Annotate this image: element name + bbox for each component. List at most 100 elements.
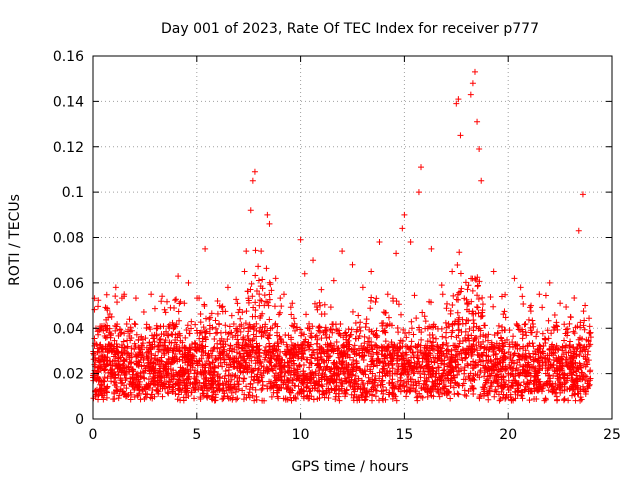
roti-point <box>544 365 551 372</box>
roti-point <box>327 352 334 359</box>
roti-point <box>453 351 460 358</box>
roti-point <box>527 364 534 371</box>
roti-point <box>197 311 204 318</box>
roti-point <box>259 310 266 317</box>
roti-point <box>306 364 313 371</box>
roti-point <box>561 395 568 402</box>
roti-point <box>479 294 486 301</box>
roti-point <box>304 383 311 390</box>
roti-point <box>271 342 278 349</box>
roti-point <box>222 322 229 329</box>
roti-point <box>397 388 404 395</box>
roti-point <box>352 351 359 358</box>
roti-point <box>492 378 499 385</box>
roti-point <box>416 390 423 397</box>
roti-point <box>131 340 138 347</box>
roti-point <box>361 385 368 392</box>
roti-point <box>191 378 198 385</box>
roti-point <box>463 316 470 323</box>
roti-point <box>97 341 104 348</box>
roti-point <box>298 330 305 337</box>
roti-point <box>492 351 499 358</box>
roti-point <box>331 377 338 384</box>
roti-point <box>249 313 256 320</box>
roti-point <box>137 396 144 403</box>
roti-point <box>205 385 212 392</box>
roti-point <box>348 331 355 338</box>
roti-point <box>574 375 581 382</box>
roti-point <box>252 272 259 279</box>
roti-point <box>130 383 137 390</box>
y-tick-label: 0.04 <box>53 321 84 337</box>
roti-point <box>572 324 579 331</box>
roti-point <box>544 378 551 385</box>
roti-point <box>184 366 191 373</box>
roti-point <box>540 343 547 350</box>
roti-point <box>361 352 368 359</box>
roti-point <box>211 388 218 395</box>
y-tick-label: 0.14 <box>53 94 84 110</box>
roti-point <box>505 377 512 384</box>
data-points <box>90 68 594 404</box>
roti-point <box>399 363 406 370</box>
roti-point <box>512 378 519 385</box>
roti-point <box>255 277 262 284</box>
roti-point <box>255 347 262 354</box>
roti-point <box>357 327 364 334</box>
roti-point <box>133 331 140 338</box>
roti-point <box>172 297 179 304</box>
roti-point <box>418 164 425 171</box>
roti-point <box>452 318 459 325</box>
roti-point <box>318 376 325 383</box>
roti-point <box>386 320 393 327</box>
roti-point <box>470 327 477 334</box>
roti-point <box>507 371 514 378</box>
roti-point <box>252 365 259 372</box>
roti-point <box>293 376 300 383</box>
roti-point <box>111 337 118 344</box>
roti-point <box>485 396 492 403</box>
roti-point <box>146 346 153 353</box>
roti-point <box>182 354 189 361</box>
roti-point <box>467 91 474 98</box>
roti-point <box>560 397 567 404</box>
roti-point <box>249 177 256 184</box>
roti-point <box>170 383 177 390</box>
roti-point <box>472 276 479 283</box>
roti-point <box>383 323 390 330</box>
roti-point <box>534 386 541 393</box>
roti-point <box>383 369 390 376</box>
roti-point <box>105 314 112 321</box>
roti-point <box>396 340 403 347</box>
roti-point <box>527 372 534 379</box>
roti-point <box>399 367 406 374</box>
roti-point <box>462 355 469 362</box>
roti-point <box>402 343 409 350</box>
roti-point <box>117 326 124 333</box>
roti-point <box>150 365 157 372</box>
roti-point <box>201 303 208 310</box>
roti-point <box>204 392 211 399</box>
roti-point <box>473 342 480 349</box>
roti-point <box>343 343 350 350</box>
roti-point <box>198 355 205 362</box>
roti-point <box>244 288 251 295</box>
roti-point <box>212 391 219 398</box>
roti-point <box>455 332 462 339</box>
roti-point <box>131 346 138 353</box>
roti-point <box>284 359 291 366</box>
roti-point <box>495 322 502 329</box>
roti-point <box>367 368 374 375</box>
roti-point <box>385 314 392 321</box>
roti-point <box>525 316 532 323</box>
roti-point <box>322 324 329 331</box>
roti-point <box>417 374 424 381</box>
roti-point <box>192 341 199 348</box>
roti-point <box>450 384 457 391</box>
roti-point <box>168 371 175 378</box>
roti-point <box>429 378 436 385</box>
roti-point <box>291 360 298 367</box>
roti-point <box>121 330 128 337</box>
roti-point <box>186 373 193 380</box>
roti-point <box>364 338 371 345</box>
